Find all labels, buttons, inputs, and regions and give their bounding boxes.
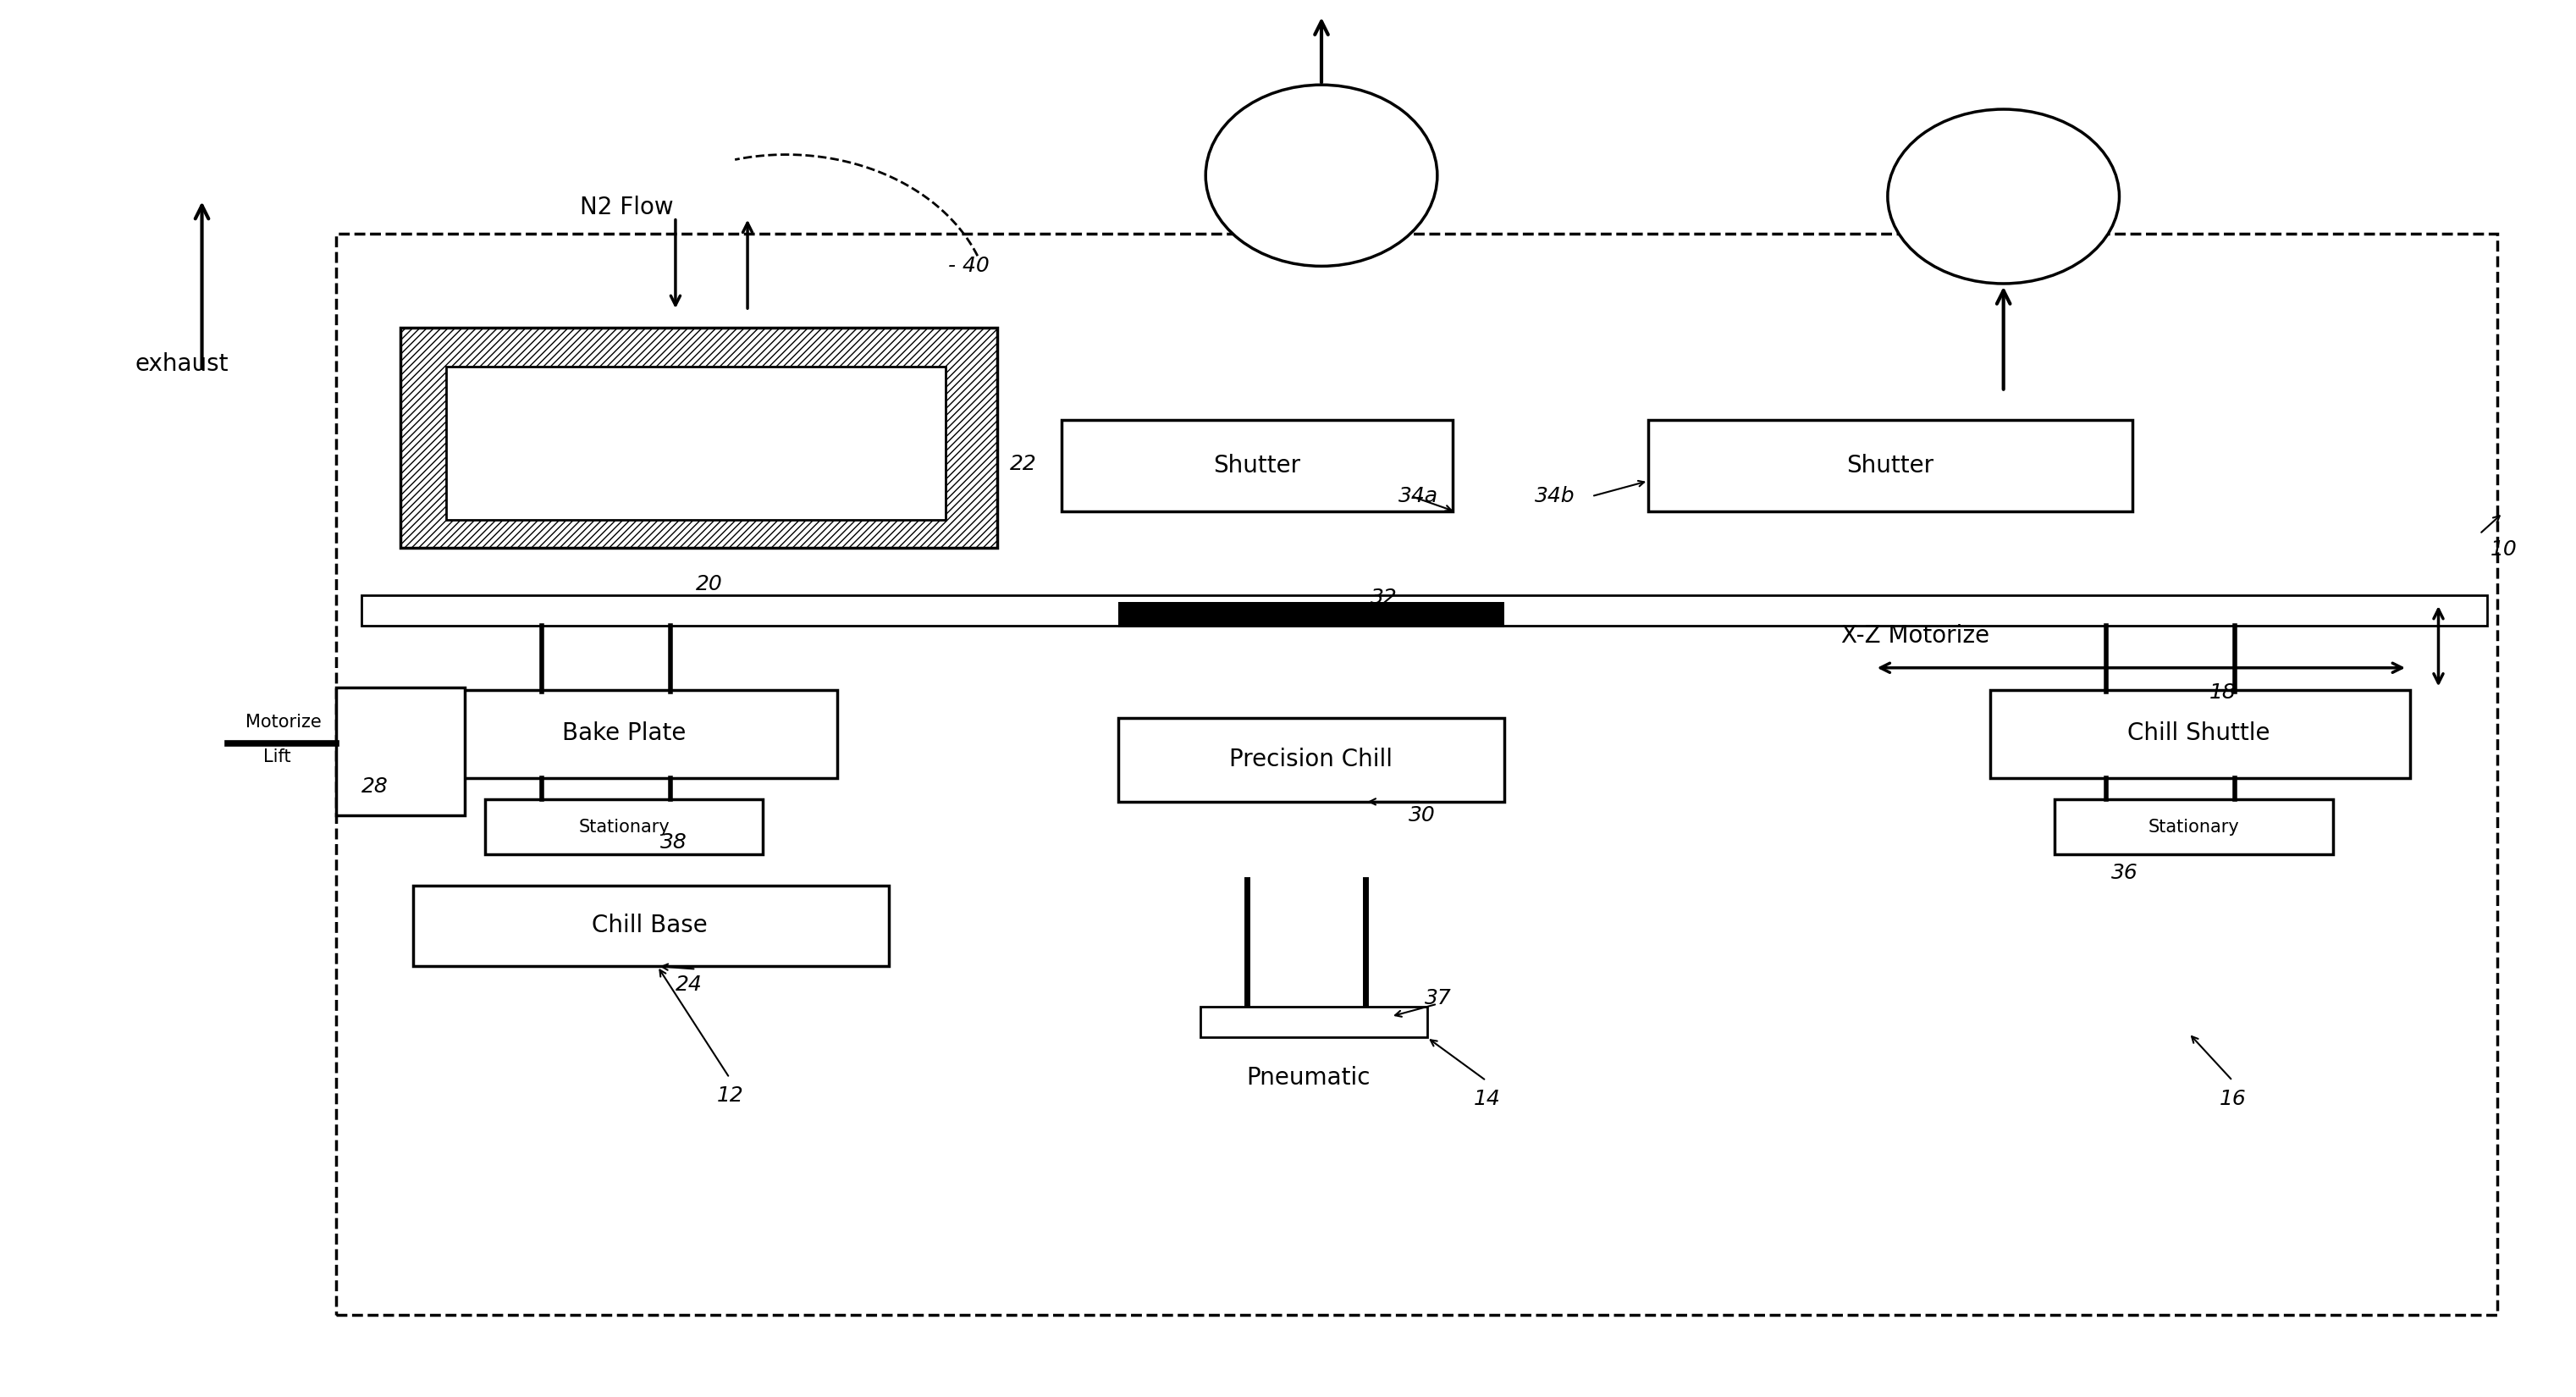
Text: Lift: Lift — [263, 749, 291, 766]
Bar — [361, 595, 2488, 626]
Text: 20: 20 — [696, 574, 724, 594]
Bar — [1200, 1007, 1427, 1038]
Text: Stationary: Stationary — [580, 819, 670, 835]
Text: 32: 32 — [1370, 588, 1396, 608]
Bar — [335, 687, 464, 816]
Text: Chill Shuttle: Chill Shuttle — [2128, 721, 2269, 745]
Ellipse shape — [1888, 109, 2120, 284]
Text: Chill Base: Chill Base — [592, 914, 708, 937]
Text: - 40: - 40 — [948, 256, 989, 277]
Text: Shutter: Shutter — [1847, 454, 1935, 478]
Bar — [335, 235, 2499, 1315]
Bar — [446, 366, 945, 520]
Text: 18: 18 — [2210, 683, 2236, 703]
Text: Pneumatic: Pneumatic — [1247, 1066, 1370, 1090]
Text: 10: 10 — [2491, 539, 2517, 559]
Bar — [412, 886, 889, 967]
Bar — [1118, 718, 1504, 802]
Text: Motorize: Motorize — [245, 714, 322, 731]
Text: exhaust: exhaust — [134, 352, 229, 376]
Text: N2 Flow: N2 Flow — [580, 196, 675, 219]
Text: 36: 36 — [2112, 863, 2138, 883]
Bar — [1649, 419, 2133, 511]
Bar — [412, 690, 837, 778]
Text: Precision Chill: Precision Chill — [1229, 747, 1394, 771]
Bar — [399, 327, 997, 548]
Text: 34a: 34a — [1399, 486, 1437, 507]
Ellipse shape — [1206, 85, 1437, 267]
Text: 28: 28 — [361, 777, 389, 796]
Text: Shutter: Shutter — [1213, 454, 1301, 478]
Bar — [1991, 690, 2411, 778]
Text: 24: 24 — [675, 974, 703, 995]
Text: 34b: 34b — [1535, 486, 1577, 507]
Bar — [1118, 602, 1504, 627]
Text: 37: 37 — [1425, 988, 1450, 1009]
Bar — [2056, 799, 2334, 855]
Text: 22: 22 — [1010, 454, 1038, 475]
Text: 12: 12 — [716, 1085, 744, 1106]
Text: 14: 14 — [1473, 1088, 1499, 1109]
Text: 16: 16 — [2221, 1088, 2246, 1109]
Text: 30: 30 — [1409, 806, 1435, 826]
Text: Stationary: Stationary — [2148, 819, 2239, 835]
Bar — [1061, 419, 1453, 511]
Text: X-Z Motorize: X-Z Motorize — [1842, 624, 1989, 648]
Bar — [484, 799, 762, 855]
Text: 38: 38 — [659, 833, 688, 852]
Text: Bake Plate: Bake Plate — [562, 721, 685, 745]
